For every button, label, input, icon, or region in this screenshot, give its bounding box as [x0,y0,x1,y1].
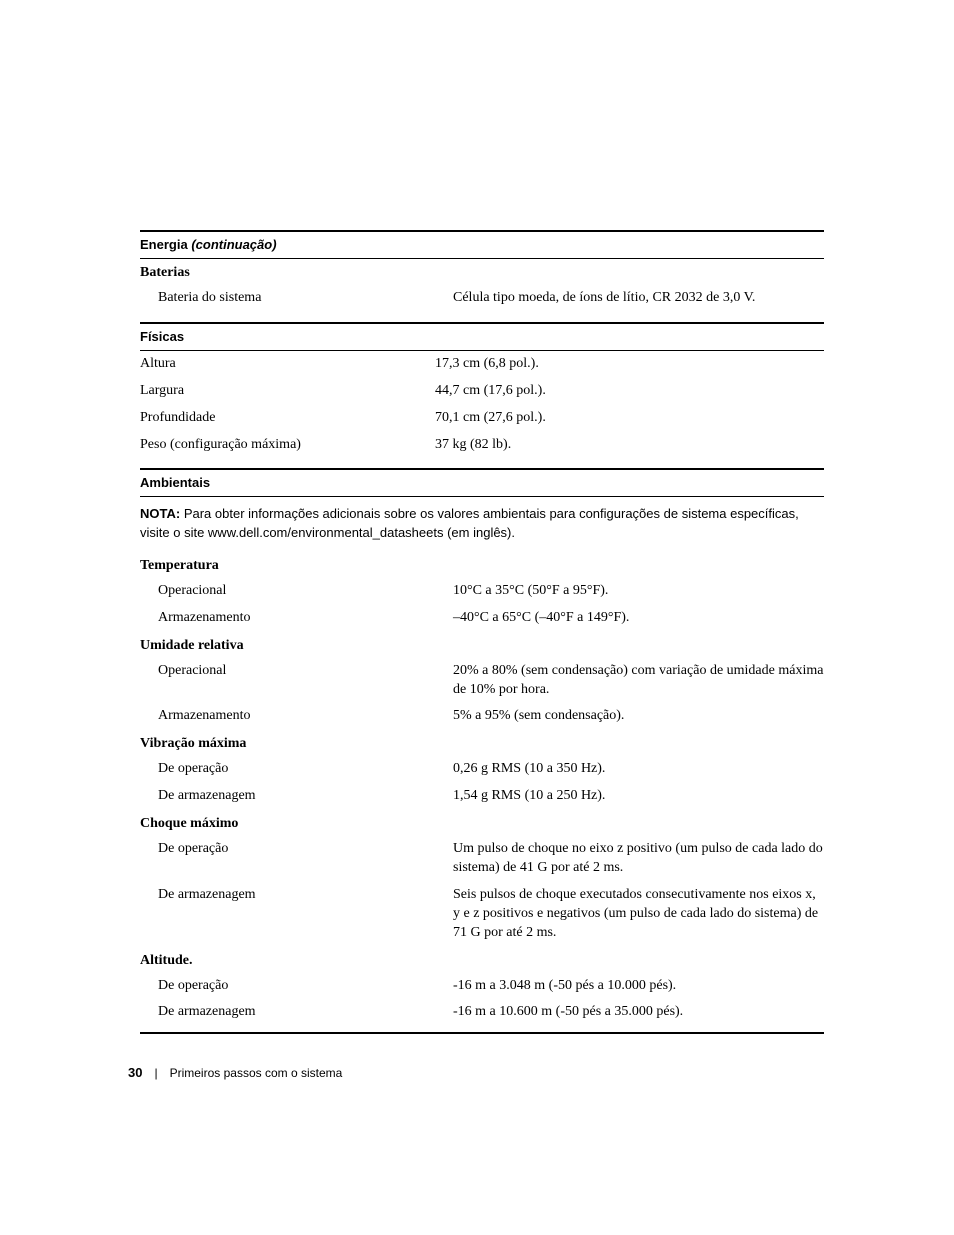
spec-label: Altura [140,355,435,374]
spec-label: De operação [140,840,453,878]
table-row: De armazenagem -16 m a 10.600 m (-50 pés… [140,999,824,1026]
spec-value: -16 m a 10.600 m (-50 pés a 35.000 pés). [453,1003,824,1022]
spec-value: -16 m a 3.048 m (-50 pés a 10.000 pés). [453,977,824,996]
spec-label: Operacional [140,662,453,700]
table-row: Altura 17,3 cm (6,8 pol.). [140,351,824,378]
subhead-altitude: Altitude. [140,947,824,973]
spec-value: 17,3 cm (6,8 pol.). [435,355,824,374]
document-page: Energia (continuação) Baterias Bateria d… [0,0,954,1235]
spec-value: Célula tipo moeda, de íons de lítio, CR … [453,289,824,308]
table-row: De operação 0,26 g RMS (10 a 350 Hz). [140,756,824,783]
table-row: Largura 44,7 cm (17,6 pol.). [140,378,824,405]
spec-value: 0,26 g RMS (10 a 350 Hz). [453,760,824,779]
spec-value: 70,1 cm (27,6 pol.). [435,409,824,428]
spec-label: Operacional [140,582,453,601]
spec-value: 5% a 95% (sem condensação). [453,707,824,726]
spec-value: 20% a 80% (sem condensação) com variação… [453,662,824,700]
spec-value: 37 kg (82 lb). [435,436,824,455]
section-header-energia: Energia (continuação) [140,230,824,259]
footer-separator: | [154,1066,157,1080]
section-header-ambientais: Ambientais [140,468,824,497]
spec-label: Armazenamento [140,707,453,726]
subhead-umidade: Umidade relativa [140,632,824,658]
spec-value: –40°C a 65°C (–40°F a 149°F). [453,609,824,628]
table-row: De armazenagem Seis pulsos de choque exe… [140,882,824,947]
table-row: De armazenagem 1,54 g RMS (10 a 250 Hz). [140,783,824,810]
spec-value: 10°C a 35°C (50°F a 95°F). [453,582,824,601]
table-row: Peso (configuração máxima) 37 kg (82 lb)… [140,432,824,459]
spec-label: Armazenamento [140,609,453,628]
spec-value: 1,54 g RMS (10 a 250 Hz). [453,787,824,806]
section-continuation: (continuação) [191,237,276,252]
subhead-choque: Choque máximo [140,810,824,836]
table-row: Operacional 10°C a 35°C (50°F a 95°F). [140,578,824,605]
spec-label: De operação [140,977,453,996]
page-number: 30 [128,1065,142,1080]
spec-label: Profundidade [140,409,435,428]
subhead-temperatura: Temperatura [140,552,824,578]
section-header-fisicas: Físicas [140,322,824,351]
spec-label: De armazenagem [140,1003,453,1022]
section-title: Energia [140,237,188,252]
spec-value: Seis pulsos de choque executados consecu… [453,886,824,943]
note-label: NOTA: [140,506,180,521]
table-row: Armazenamento 5% a 95% (sem condensação)… [140,703,824,730]
spec-value: 44,7 cm (17,6 pol.). [435,382,824,401]
footer-doc-title: Primeiros passos com o sistema [170,1066,343,1080]
spec-label: De armazenagem [140,886,453,943]
table-row: De operação Um pulso de choque no eixo z… [140,836,824,882]
altitude-block: De operação -16 m a 3.048 m (-50 pés a 1… [140,973,824,1035]
table-row: De operação -16 m a 3.048 m (-50 pés a 1… [140,973,824,1000]
spec-label: De armazenagem [140,787,453,806]
table-row: Bateria do sistema Célula tipo moeda, de… [140,285,824,312]
page-footer: 30 | Primeiros passos com o sistema [128,1065,342,1080]
subhead-baterias: Baterias [140,259,824,285]
table-row: Operacional 20% a 80% (sem condensação) … [140,658,824,704]
note-block: NOTA: Para obter informações adicionais … [140,497,824,551]
spec-label: De operação [140,760,453,779]
table-row: Armazenamento –40°C a 65°C (–40°F a 149°… [140,605,824,632]
spec-label: Bateria do sistema [140,289,453,308]
spec-label: Largura [140,382,435,401]
spec-value: Um pulso de choque no eixo z positivo (u… [453,840,824,878]
spec-label: Peso (configuração máxima) [140,436,435,455]
note-text: Para obter informações adicionais sobre … [140,506,799,539]
table-row: Profundidade 70,1 cm (27,6 pol.). [140,405,824,432]
subhead-vibracao: Vibração máxima [140,730,824,756]
